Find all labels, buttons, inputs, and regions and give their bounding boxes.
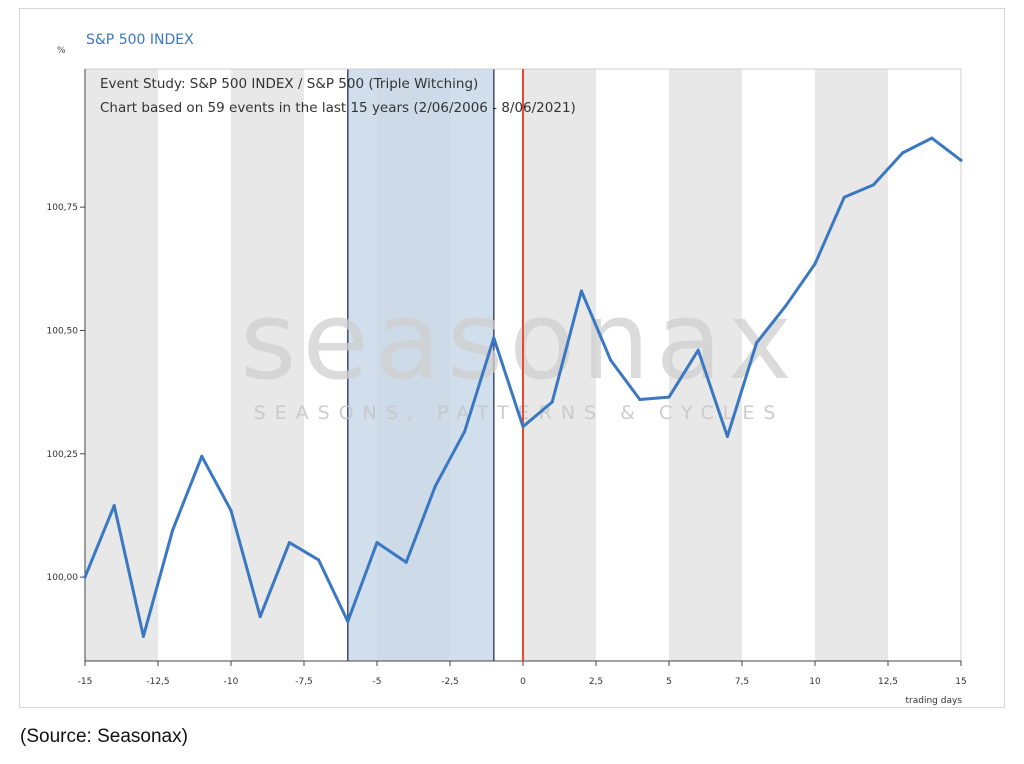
data-point (200, 454, 204, 458)
x-tick-label: 2,5 (589, 677, 603, 687)
annotation-line-1: Event Study: S&P 500 INDEX / S&P 500 (Tr… (100, 76, 478, 92)
annotation-line-2: Chart based on 59 events in the last 15 … (100, 100, 576, 116)
highlight-window (347, 69, 495, 661)
data-point (171, 528, 175, 532)
x-tick-label: -12,5 (146, 677, 169, 687)
shaded-band (669, 69, 742, 661)
data-point (141, 634, 145, 638)
y-tick-label: 100,25 (47, 450, 79, 460)
x-tick-label: -15 (78, 677, 93, 687)
y-tick-label: 100,75 (47, 203, 79, 213)
chart-frame: seasonax SEASONS, PATTERNS & CYCLES -15 -… (19, 8, 1005, 708)
data-point (842, 195, 846, 199)
data-point (638, 398, 642, 402)
data-point (433, 484, 437, 488)
shaded-band (815, 69, 888, 661)
watermark-tagline: SEASONS, PATTERNS & CYCLES (254, 402, 785, 424)
y-tick-label: 100,00 (47, 573, 79, 583)
data-point (83, 575, 87, 579)
x-tick-label: 12,5 (878, 677, 898, 687)
data-point (755, 341, 759, 345)
x-tick-label: -7,5 (295, 677, 313, 687)
data-point (959, 158, 963, 162)
data-point (784, 304, 788, 308)
data-point (609, 358, 613, 362)
data-point (930, 136, 934, 140)
data-point (492, 336, 496, 340)
data-point (521, 425, 525, 429)
data-point (112, 504, 116, 508)
data-point (346, 620, 350, 624)
data-point (229, 509, 233, 513)
source-caption: (Source: Seasonax) (20, 726, 188, 747)
seasonax-watermark: seasonax SEASONS, PATTERNS & CYCLES (240, 279, 798, 424)
data-point (258, 615, 262, 619)
shaded-band (523, 69, 596, 661)
data-point (901, 151, 905, 155)
data-point (579, 289, 583, 293)
x-tick-label: 5 (666, 677, 672, 687)
chart-title: S&P 500 INDEX (86, 32, 194, 48)
data-point (813, 262, 817, 266)
event-study-chart: seasonax SEASONS, PATTERNS & CYCLES -15 -… (47, 32, 967, 706)
series-group (83, 136, 963, 638)
chart-labels: S&P 500 INDEX % Event Study: S&P 500 IND… (57, 32, 962, 706)
y-tick-label: 100,50 (47, 326, 79, 336)
data-point (463, 430, 467, 434)
highlight-window-fill (347, 69, 494, 661)
x-tick-label: -5 (373, 677, 382, 687)
shaded-band (231, 69, 304, 661)
x-tick-label: 15 (955, 677, 966, 687)
data-point (404, 560, 408, 564)
x-tick-label: 0 (520, 677, 526, 687)
y-unit-label: % (57, 46, 66, 56)
data-point (375, 541, 379, 545)
x-tick-label: -2,5 (441, 677, 459, 687)
watermark-main: seasonax (240, 279, 798, 404)
x-tick-label: -10 (224, 677, 239, 687)
data-point (550, 400, 554, 404)
data-point (725, 435, 729, 439)
alternating-bands (85, 69, 888, 661)
data-point (696, 348, 700, 352)
shaded-band (85, 69, 158, 661)
x-tick-label: 10 (809, 677, 821, 687)
x-tick-label: 7,5 (735, 677, 749, 687)
x-axis-label: trading days (906, 696, 963, 706)
data-point (667, 395, 671, 399)
data-point (871, 183, 875, 187)
data-point (317, 558, 321, 562)
data-point (287, 541, 291, 545)
